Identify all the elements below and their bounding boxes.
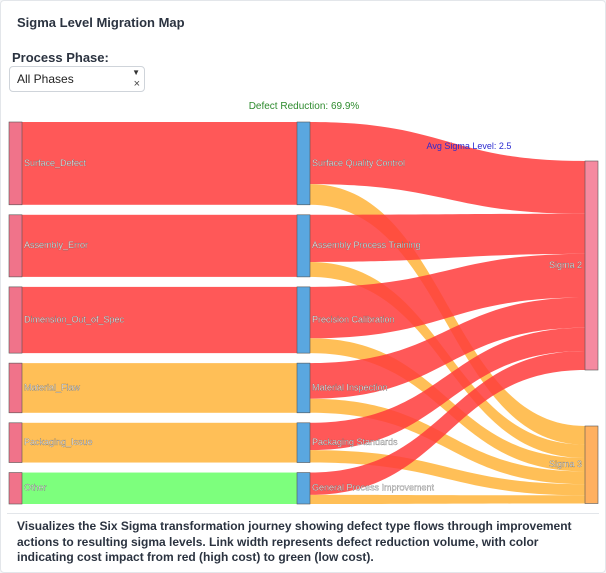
sankey-chart: Surface_Defect Assembly_Error Dimension_Ou… [8, 101, 599, 505]
link-defect-5 [22, 422, 297, 463]
link-action-2-sigma2 [310, 213, 585, 262]
action-label: General Process Improvement [312, 483, 435, 493]
process-phase-value: All Phases [17, 72, 74, 86]
action-node [296, 121, 311, 206]
link-action-1-sigma2 [310, 122, 585, 214]
defect-node [8, 214, 23, 278]
page-title: Sigma Level Migration Map [17, 15, 185, 30]
chevron-down-icon[interactable]: ▼ [132, 68, 140, 77]
action-label: Assembly Process Training [312, 240, 421, 250]
action-label: Material Inspection [312, 382, 388, 392]
links-layer [22, 122, 585, 504]
link-defect-3 [22, 286, 297, 354]
chart-description: Visualizes the Six Sigma transformation … [17, 519, 572, 564]
clear-icon[interactable]: × [133, 78, 140, 90]
avg-sigma-annotation: Avg Sigma Level: 2.5 [427, 141, 512, 151]
defect-label: Material_Flaw [24, 382, 81, 392]
defect-label: Assembly_Error [24, 240, 88, 250]
action-label: Precision Calibration [312, 314, 395, 324]
link-action-3-sigma3 [310, 338, 585, 472]
link-defect-2 [22, 214, 297, 277]
sigma3-label: Sigma 3 [549, 459, 582, 469]
link-action-3-sigma2 [310, 253, 585, 339]
action-node [296, 472, 311, 505]
defect-label: Dimension_Out_of_Spec [24, 314, 125, 324]
process-phase-dropdown[interactable]: All Phases ▼ × [9, 66, 145, 92]
defect-node [8, 286, 23, 354]
defect-label: Surface_Defect [24, 158, 87, 168]
action-label: Packaging Standards [312, 437, 398, 447]
action-node [296, 362, 311, 414]
process-phase-label: Process Phase: [12, 50, 109, 65]
link-action-6-sigma2 [310, 351, 585, 495]
sigma2-node [584, 160, 599, 371]
defect-node [8, 472, 23, 505]
defect-node [8, 121, 23, 206]
action-node [296, 286, 311, 354]
action-label: Surface Quality Control [312, 158, 405, 168]
link-action-5-sigma2 [310, 327, 585, 451]
divider [7, 513, 599, 514]
sigma3-node [584, 425, 599, 504]
defect-label: Packaging_Issue [24, 437, 93, 447]
link-defect-6 [22, 472, 297, 504]
defect-label: Other [24, 483, 47, 493]
action-node [296, 214, 311, 278]
link-action-6-sigma3 [310, 494, 585, 504]
sigma2-label: Sigma 2 [549, 260, 582, 270]
action-node [296, 422, 311, 463]
defect-reduction-annotation: Defect Reduction: 69.9% [249, 101, 360, 112]
defect-node [8, 362, 23, 414]
labels-layer: Surface_Defect Assembly_Error Dimension_Ou… [24, 101, 582, 493]
defect-node [8, 422, 23, 463]
link-defect-4 [22, 363, 297, 413]
link-defect-1 [22, 122, 297, 205]
nodes-layer [8, 121, 599, 505]
link-action-4-sigma2 [310, 297, 585, 399]
